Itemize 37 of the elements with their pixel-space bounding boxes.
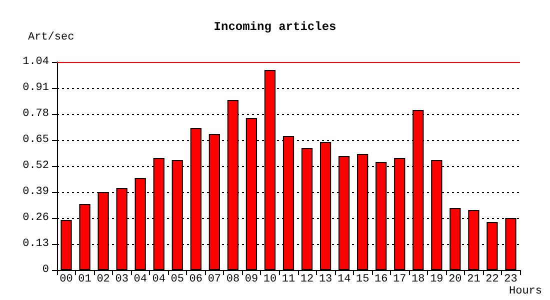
y-tick-label: 0.78 <box>22 108 49 120</box>
y-tick-label: 0.91 <box>22 82 50 94</box>
x-tick-label: 12 <box>300 274 314 286</box>
x-tick-label: 22 <box>486 274 499 286</box>
x-tick-label: 19 <box>430 274 444 286</box>
y-tick-label: 0.26 <box>22 212 49 224</box>
x-tick-label: 10 <box>263 274 277 286</box>
x-tick-label: 13 <box>318 274 332 286</box>
y-tick-label: 0.65 <box>22 134 49 146</box>
x-tick-label: 11 <box>282 274 296 286</box>
x-tick-label: 06 <box>189 274 202 286</box>
y-tick-label: 0.52 <box>22 160 49 172</box>
x-tick-label: 16 <box>374 274 388 286</box>
x-tick-label: 23 <box>504 274 518 286</box>
x-tick-label: 18 <box>412 274 425 286</box>
x-tick-label: 08 <box>226 274 240 286</box>
x-tick-label: 02 <box>96 274 110 286</box>
x-tick-label: 15 <box>356 274 370 286</box>
x-tick-label: 17 <box>393 274 406 286</box>
y-tick-label: 0.39 <box>22 186 49 198</box>
x-tick-label: 04 <box>134 274 148 286</box>
x-tick-label: 04 <box>152 274 166 286</box>
x-tick-label: 07 <box>208 274 222 286</box>
y-axis-title: Art/sec <box>28 32 74 44</box>
x-tick-label: 01 <box>78 274 92 286</box>
y-tick-label: 0.13 <box>22 238 49 250</box>
x-tick-label: 20 <box>448 274 462 286</box>
x-tick-label: 21 <box>467 274 481 286</box>
x-axis-title: Hours <box>508 286 542 298</box>
y-tick-label: 1.04 <box>22 56 50 68</box>
x-tick-label: 00 <box>60 274 73 286</box>
x-tick-label: 09 <box>244 274 258 286</box>
x-tick-label: 03 <box>115 274 128 286</box>
x-tick-label: 14 <box>337 274 352 286</box>
chart-title: Incoming articles <box>214 20 336 34</box>
x-tick-label: 05 <box>170 274 184 286</box>
y-tick-label: 0 <box>42 264 49 276</box>
